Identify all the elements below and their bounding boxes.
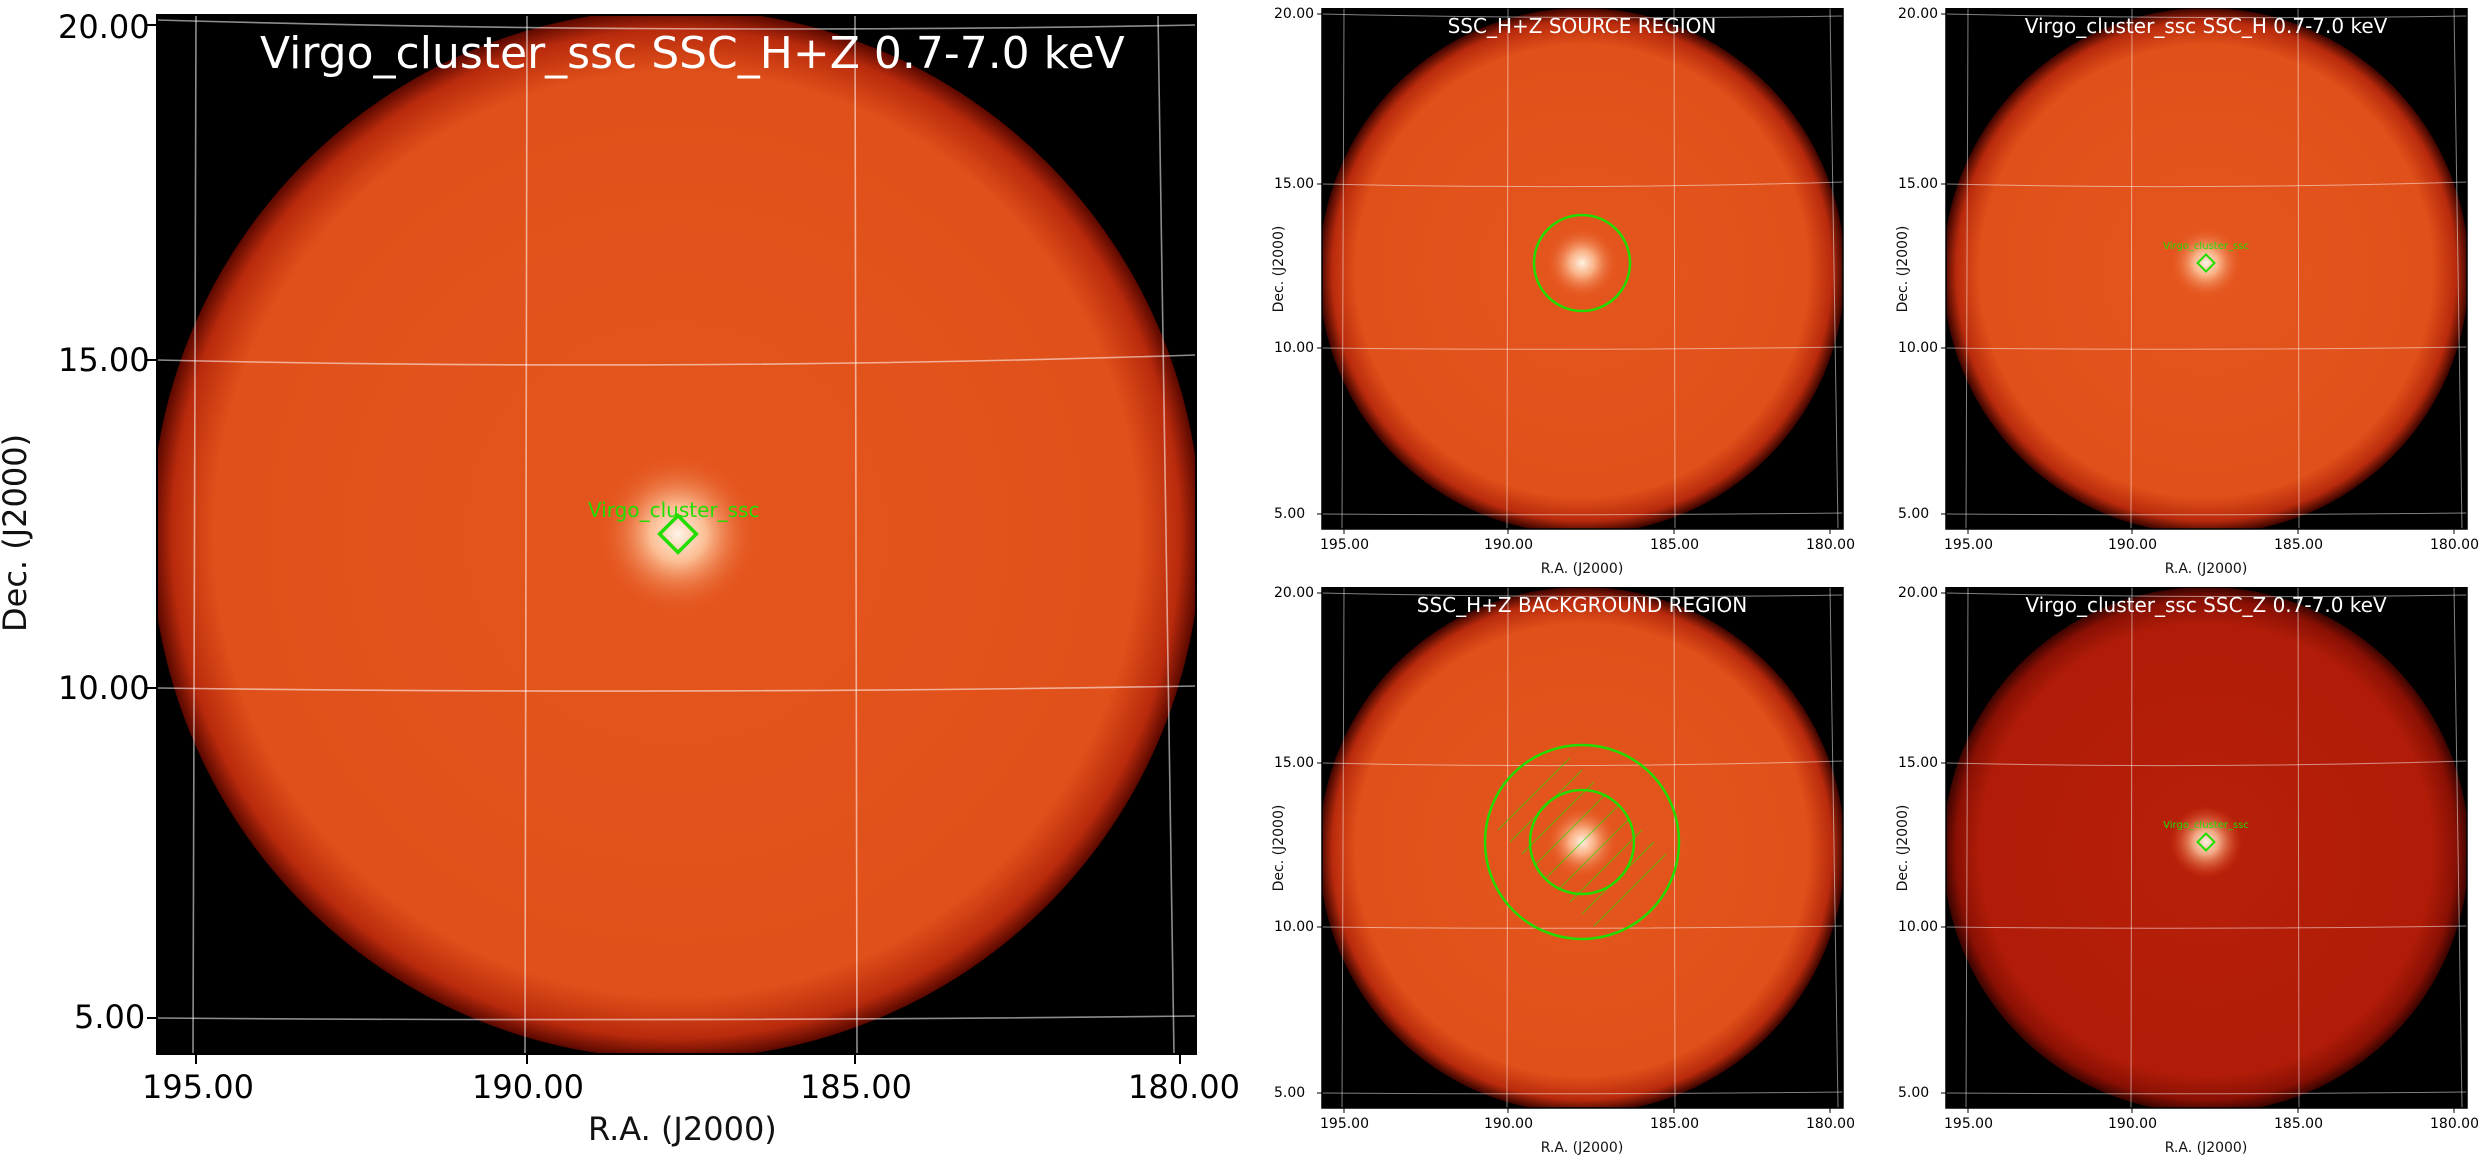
panel-3: SSC_H+Z BACKGROUND REGION 20.00 15.00 10.00…: [1262, 585, 1863, 1168]
panel-xlabel: R.A. (J2000): [2164, 561, 2248, 577]
panel-image: [1317, 8, 1844, 534]
main-xtick-190: 190.00: [472, 1068, 584, 1106]
ytick: 15.00: [1274, 176, 1315, 192]
panel-ylabel: Dec. (J2000): [1895, 804, 1911, 892]
xtick: 180.00: [1806, 537, 1855, 553]
main-image: [147, 14, 1197, 1064]
xtick: 190.00: [2108, 537, 2157, 553]
source-glow: [598, 454, 758, 614]
ytick: 15.00: [1898, 176, 1939, 192]
ytick: 10.00: [1274, 919, 1315, 935]
main-xtick-180: 180.00: [1128, 1068, 1240, 1106]
panel-xlabel: R.A. (J2000): [1540, 1140, 1624, 1156]
ytick: 10.00: [1274, 340, 1315, 356]
xtick: 195.00: [1944, 1116, 1993, 1132]
main-ytick-10: 10.00: [58, 669, 150, 707]
xtick: 195.00: [1944, 537, 1993, 553]
source-glow: [2170, 806, 2242, 878]
panel-ylabel: Dec. (J2000): [1271, 804, 1287, 892]
panel-xlabel: R.A. (J2000): [2164, 1140, 2248, 1156]
ytick: 20.00: [1274, 585, 1315, 601]
background-outer-circle: [1483, 743, 1681, 941]
main-ytick-20: 20.00: [58, 8, 150, 46]
ytick: 5.00: [1274, 1085, 1306, 1101]
coordinate-grid: [1946, 587, 2467, 1108]
xtick: 180.00: [1806, 1116, 1855, 1132]
panel-ylabel: Dec. (J2000): [1895, 225, 1911, 313]
panel-2: Virgo_cluster_ssc SSC_H 0.7-7.0 keV Virgo…: [1886, 6, 2487, 589]
coordinate-grid: [1946, 8, 2467, 529]
excluded-hatch: [1497, 757, 1667, 927]
ytick: 5.00: [1274, 506, 1306, 522]
panel-title: SSC_H+Z BACKGROUND REGION: [1416, 593, 1748, 617]
panel-title: Virgo_cluster_ssc SSC_H 0.7-7.0 keV: [2024, 14, 2388, 38]
panel-title: Virgo_cluster_ssc SSC_Z 0.7-7.0 keV: [2025, 593, 2387, 617]
main-ytick-15: 15.00: [58, 341, 150, 379]
xtick: 190.00: [1484, 537, 1533, 553]
source-glow: [1546, 227, 1618, 299]
ytick: 20.00: [1898, 585, 1939, 601]
ytick: 20.00: [1274, 6, 1315, 22]
source-marker: [2196, 832, 2216, 852]
panel-image: [1317, 587, 1844, 1113]
panel-4: Virgo_cluster_ssc SSC_Z 0.7-7.0 keV Virgo…: [1886, 585, 2487, 1168]
main-xtick-185: 185.00: [800, 1068, 912, 1106]
ytick: 15.00: [1274, 755, 1315, 771]
ytick: 5.00: [1898, 1085, 1930, 1101]
xtick: 195.00: [1320, 1116, 1369, 1132]
xtick: 185.00: [2274, 1116, 2323, 1132]
ytick: 20.00: [1898, 6, 1939, 22]
source-marker: [2196, 253, 2216, 273]
panel-1: SSC_H+Z SOURCE REGION 20.00 15.00 10.00 5.00…: [1262, 6, 1863, 589]
xtick: 185.00: [2274, 537, 2323, 553]
coordinate-grid: [1322, 587, 1843, 1108]
coordinate-grid: [1322, 8, 1843, 529]
main-panel: Virgo_cluster_ssc SSC_H+Z 0.7-7.0 keV Vi…: [0, 0, 1240, 1158]
main-title: Virgo_cluster_ssc SSC_H+Z 0.7-7.0 keV: [260, 28, 1125, 79]
panel-image: [1941, 587, 2468, 1113]
source-marker: [657, 513, 699, 555]
panel-xlabel: R.A. (J2000): [1540, 561, 1624, 577]
xtick: 180.00: [2430, 537, 2479, 553]
xtick: 185.00: [1650, 1116, 1699, 1132]
xtick: 190.00: [2108, 1116, 2157, 1132]
main-ytick-5: 5.00: [74, 998, 146, 1036]
main-ylabel: Dec. (J2000): [0, 433, 34, 632]
source-label: Virgo_cluster_ssc: [2163, 820, 2249, 831]
source-label: Virgo_cluster_ssc: [588, 498, 760, 522]
ytick: 10.00: [1898, 919, 1939, 935]
xtick: 190.00: [1484, 1116, 1533, 1132]
main-xtick-195: 195.00: [142, 1068, 254, 1106]
panel-image: [1941, 8, 2468, 534]
panel-title: SSC_H+Z SOURCE REGION: [1447, 14, 1717, 38]
panel-ylabel: Dec. (J2000): [1271, 225, 1287, 313]
ytick: 5.00: [1898, 506, 1930, 522]
ytick: 10.00: [1898, 340, 1939, 356]
ytick: 15.00: [1898, 755, 1939, 771]
coordinate-grid: [157, 15, 1196, 1054]
source-glow: [2170, 227, 2242, 299]
background-inner-circle: [1528, 788, 1636, 896]
main-xlabel: R.A. (J2000): [588, 1110, 777, 1148]
source-region-circle: [1532, 213, 1632, 313]
xtick: 180.00: [2430, 1116, 2479, 1132]
source-label: Virgo_cluster_ssc: [2163, 241, 2249, 252]
xtick: 185.00: [1650, 537, 1699, 553]
xtick: 195.00: [1320, 537, 1369, 553]
